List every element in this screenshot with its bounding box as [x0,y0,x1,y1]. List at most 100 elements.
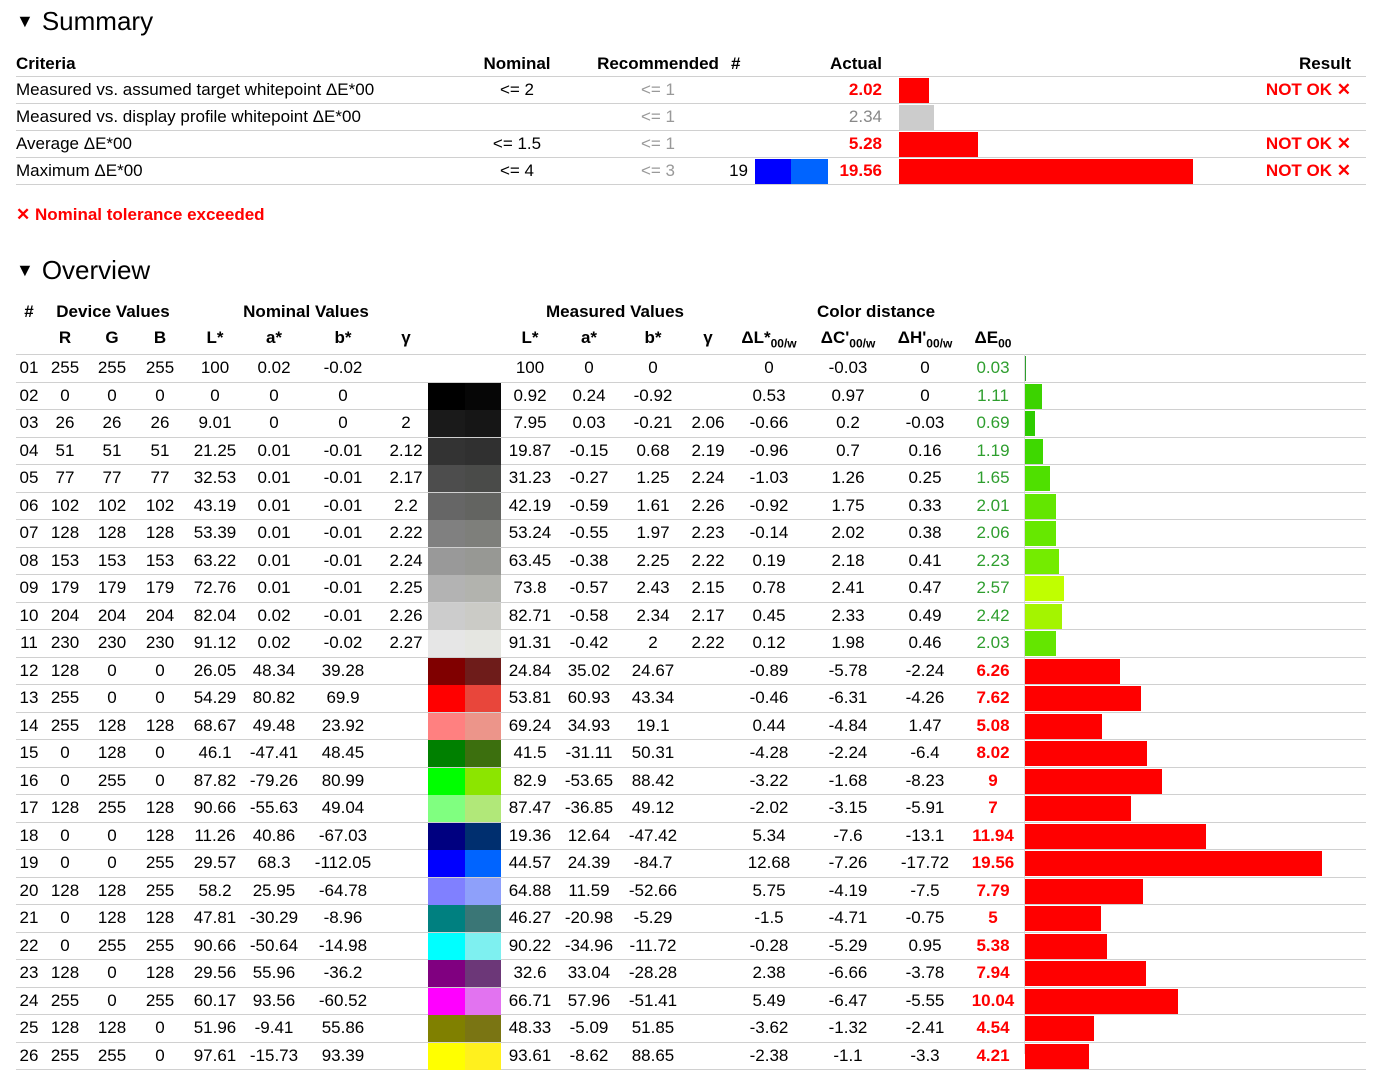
delta-h: -0.75 [887,905,963,931]
nominal-l: 46.1 [184,740,246,766]
nominal-color-swatch [428,740,465,767]
device-r: 0 [42,768,88,794]
nominal-a: 68.3 [246,850,302,876]
nominal-a: -9.41 [246,1015,302,1041]
nominal-a: 0 [246,383,302,409]
nominal-color-swatch [428,630,465,657]
nominal-color-swatch [428,960,465,987]
device-g: 51 [88,438,136,464]
measured-color-swatch [465,465,501,492]
delta-e-bar [1025,934,1107,959]
delta-e: 2.06 [963,520,1023,546]
nominal-color-swatch [428,658,465,685]
measured-a: -5.09 [559,1015,619,1041]
nominal-b: -36.2 [302,960,384,986]
delta-h: -13.1 [887,823,963,849]
nominal-b: 69.9 [302,685,384,711]
nominal-b: -60.52 [302,988,384,1014]
nominal-l: 51.96 [184,1015,246,1041]
measured-gamma: 2.22 [687,548,729,574]
criteria-label: Average ΔE*00 [16,131,132,157]
nominal-value: <= 4 [456,158,578,184]
delta-e-bar [1025,521,1056,546]
delta-l: 12.68 [729,850,809,876]
delta-l: -0.46 [729,685,809,711]
device-b: 102 [136,493,184,519]
nominal-color-swatch [428,548,465,575]
measured-color-swatch [465,850,501,877]
delta-c: -6.66 [809,960,887,986]
delta-c: 0.97 [809,383,887,409]
measured-l: 41.5 [501,740,559,766]
delta-e: 7.94 [963,960,1023,986]
nominal-b: 48.45 [302,740,384,766]
measured-b: 24.67 [619,658,687,684]
delta-c: 2.33 [809,603,887,629]
delta-c: -4.19 [809,878,887,904]
criteria-label: Measured vs. assumed target whitepoint Δ… [16,77,374,103]
measured-gamma: 2.19 [687,438,729,464]
delta-l: 2.38 [729,960,809,986]
nominal-b: -112.05 [302,850,384,876]
measured-a: 34.93 [559,713,619,739]
measured-b: 2 [619,630,687,656]
nominal-b: 0 [302,410,384,436]
nominal-b: -0.01 [302,520,384,546]
delta-h: 0.38 [887,520,963,546]
measured-b: -47.42 [619,823,687,849]
nominal-b: 0 [302,383,384,409]
delta-c: -6.47 [809,988,887,1014]
delta-c: -7.6 [809,823,887,849]
measured-l: 63.45 [501,548,559,574]
measured-b: 2.34 [619,603,687,629]
overview-section-toggle[interactable]: ▼ Overview [16,255,150,286]
measured-color-swatch [465,355,501,382]
nominal-b: -0.01 [302,493,384,519]
measured-color-swatch [465,1015,501,1042]
device-r: 0 [42,823,88,849]
patch-id: 17 [16,795,42,821]
nominal-b: -0.01 [302,438,384,464]
patch-id: 04 [16,438,42,464]
patch-id: 23 [16,960,42,986]
device-b: 0 [136,685,184,711]
delta-h: -2.41 [887,1015,963,1041]
measured-b: 19.1 [619,713,687,739]
color-swatch [755,159,791,184]
measured-b: -52.66 [619,878,687,904]
measured-a: -36.85 [559,795,619,821]
measured-a: 0 [559,355,619,381]
measured-a: 12.64 [559,823,619,849]
measured-l: 53.24 [501,520,559,546]
device-r: 0 [42,905,88,931]
nominal-l: 60.17 [184,988,246,1014]
delta-l: 0.78 [729,575,809,601]
device-r: 255 [42,713,88,739]
device-b: 77 [136,465,184,491]
nominal-l: 32.53 [184,465,246,491]
nominal-l: 0 [184,383,246,409]
summary-section-toggle[interactable]: ▼ Summary [16,6,153,37]
nominal-gamma-header: γ [384,326,428,350]
measured-a: 0.03 [559,410,619,436]
device-g: 255 [88,933,136,959]
patch-id: 03 [16,410,42,436]
actual-bar [899,78,929,103]
nominal-l: 43.19 [184,493,246,519]
device-r: 204 [42,603,88,629]
collapse-triangle-icon: ▼ [16,260,34,281]
measured-gamma: 2.24 [687,465,729,491]
nominal-a: -47.41 [246,740,302,766]
summary-table: Criteria Nominal Recommended # Actual Re… [16,52,1366,185]
delta-e: 2.57 [963,575,1023,601]
device-r: 128 [42,960,88,986]
measured-color-swatch [465,1043,501,1070]
delta-e: 1.65 [963,465,1023,491]
